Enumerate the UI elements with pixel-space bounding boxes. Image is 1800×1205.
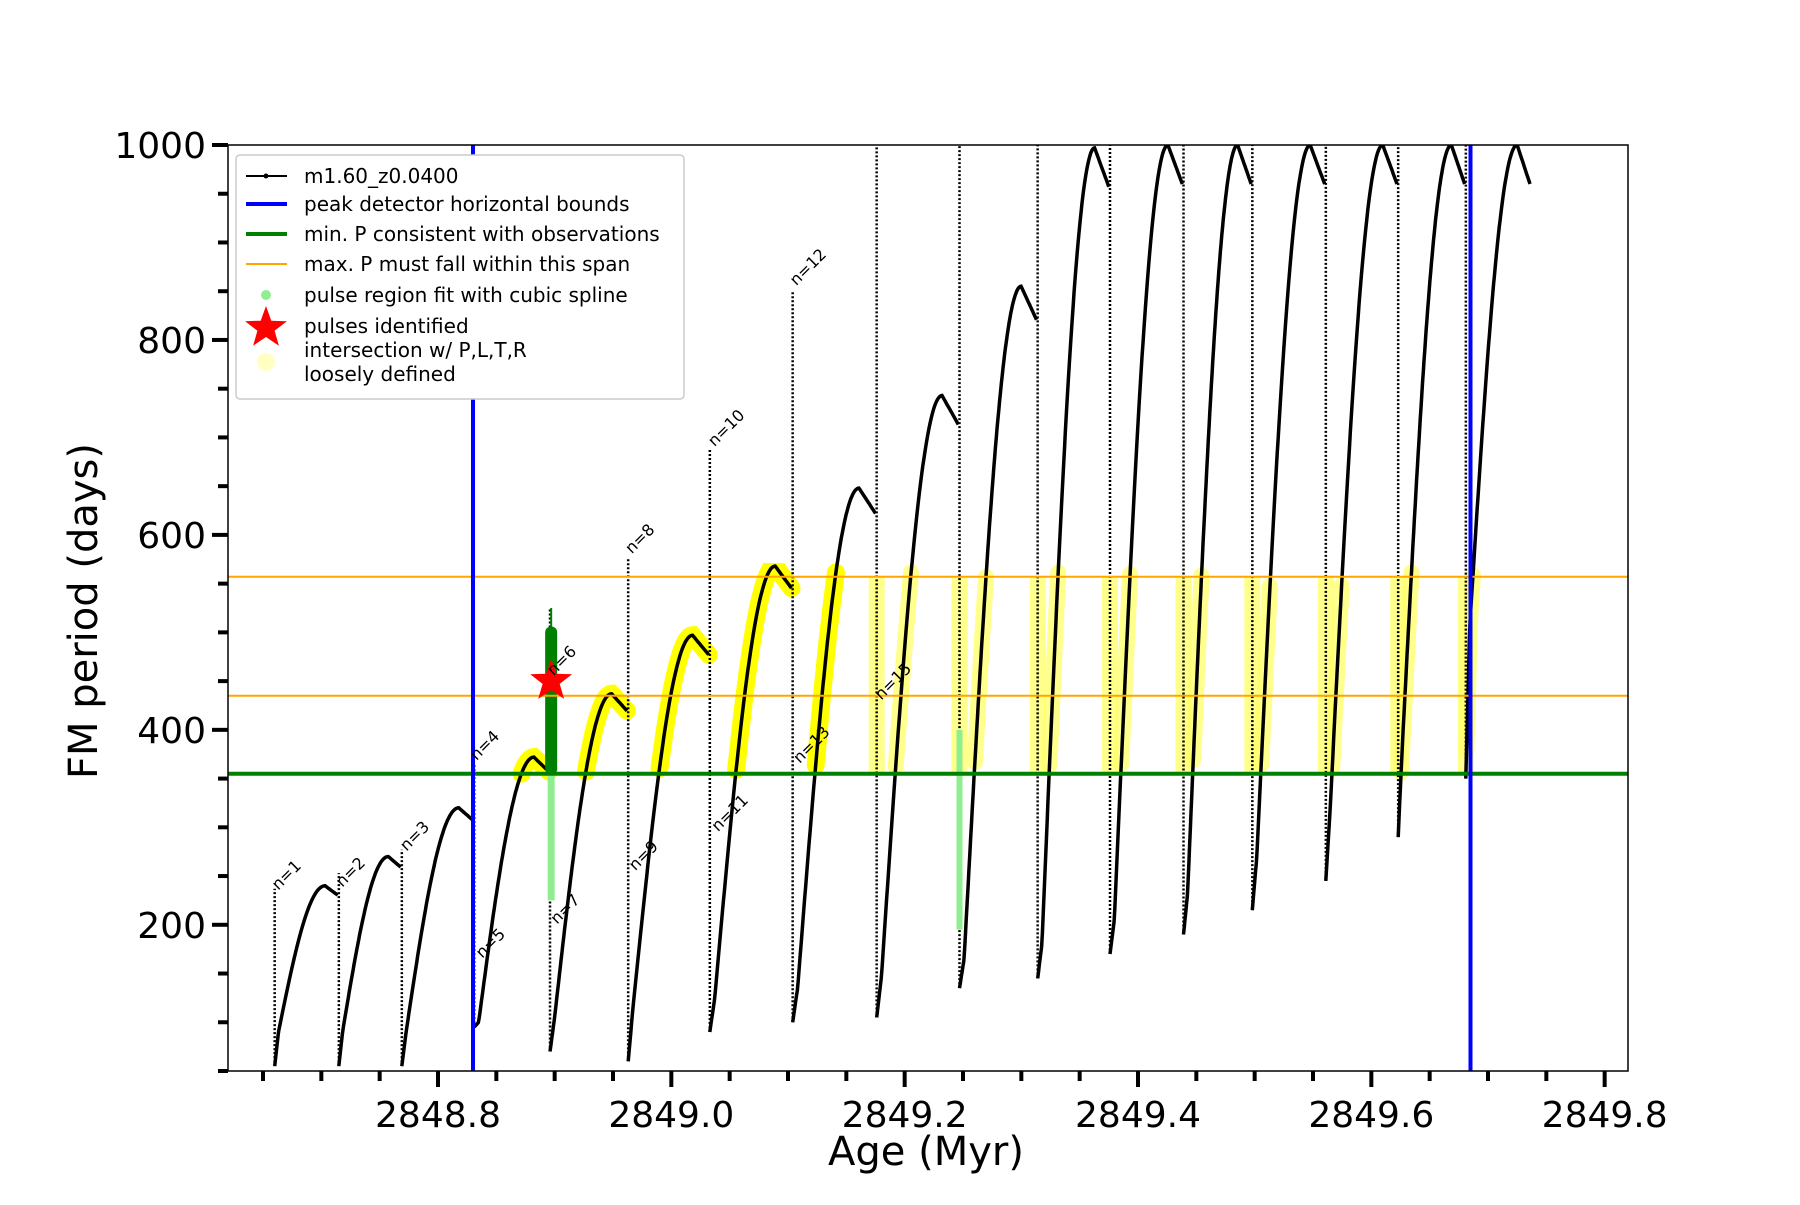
x-axis-label: Age (Myr)	[828, 1129, 1024, 1175]
legend-label-line: pulse region fit with cubic spline	[304, 283, 628, 307]
x-tick-label: 2849.6	[1308, 1095, 1434, 1136]
series-curve	[708, 564, 793, 1033]
legend-label: m1.60_z0.0400	[304, 164, 459, 188]
series-curve	[1250, 145, 1327, 911]
y-tick-label: 600	[137, 516, 206, 557]
legend-swatch-halo	[257, 353, 275, 371]
x-tick-label: 2849.4	[1075, 1095, 1201, 1136]
x-tick-label: 2848.8	[375, 1095, 501, 1136]
y-axis-label: FM period (days)	[61, 443, 107, 779]
series-curve	[272, 884, 339, 1067]
legend-label-line: max. P must fall within this span	[304, 252, 630, 276]
legend-label: intersection w/ P,L,T,R loosely defined	[304, 338, 527, 386]
series-curve-layer	[272, 145, 1532, 1067]
series-curve	[1035, 145, 1111, 979]
series-curve	[337, 854, 402, 1067]
legend-label: max. P must fall within this span	[304, 252, 630, 276]
legend-box	[235, 154, 685, 400]
axes-layer: 200 400 600 800 1000 2848.8 2849.0 2849.2 2849.4…	[114, 126, 1667, 1136]
legend-swatch-dot	[261, 290, 271, 300]
legend-label: pulses identified	[304, 314, 469, 338]
legend-label-line: loosely defined	[304, 362, 456, 386]
legend-swatch-series-dot	[263, 173, 269, 179]
plot-frame	[227, 144, 1629, 1072]
series-curve	[472, 755, 551, 1029]
y-tick-label: 1000	[114, 126, 206, 167]
series-curve	[400, 805, 475, 1067]
series-curve	[874, 393, 960, 1018]
y-tick-label: 400	[137, 711, 206, 752]
legend-label: peak detector horizontal bounds	[304, 192, 630, 216]
series-curve	[790, 486, 877, 1023]
x-tick-label: 2849.2	[842, 1095, 968, 1136]
legend-label: min. P consistent with observations	[304, 222, 660, 246]
pulse-star-marker	[530, 659, 573, 699]
x-tick-label: 2849.8	[1542, 1095, 1668, 1136]
legend-label-line: pulses identified	[304, 314, 469, 338]
legend-label-line: intersection w/ P,L,T,R	[304, 338, 527, 362]
legend-label-line: m1.60_z0.0400	[304, 164, 459, 188]
series-curve	[957, 284, 1039, 989]
series-curve	[1108, 145, 1184, 955]
legend-label-line: min. P consistent with observations	[304, 222, 660, 246]
legend-label: pulse region fit with cubic spline	[304, 283, 628, 307]
y-tick-label: 800	[137, 321, 206, 362]
legend-swatch-star	[245, 306, 287, 346]
spline-region-layer	[545, 608, 963, 930]
series-curve	[1181, 145, 1253, 935]
series-curve	[1396, 145, 1467, 838]
y-tick-label: 200	[137, 906, 206, 947]
series-curve	[1464, 145, 1532, 779]
legend-label-line: peak detector horizontal bounds	[304, 192, 630, 216]
series-curve	[1324, 145, 1399, 882]
x-tick-label: 2849.0	[608, 1095, 734, 1136]
series-curve	[626, 633, 711, 1062]
